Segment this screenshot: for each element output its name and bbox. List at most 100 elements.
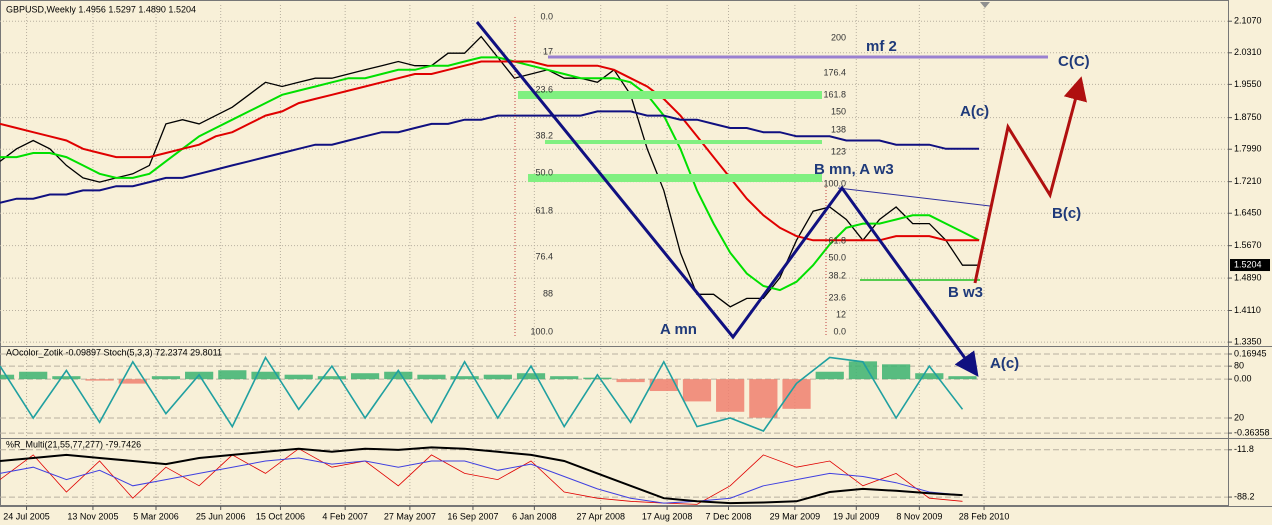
fib-band [518, 91, 822, 99]
x-tick-label: 13 Nov 2005 [67, 511, 118, 521]
y-tick-label: -11.8 [1234, 444, 1254, 454]
histogram-bar [284, 374, 313, 380]
series-line [0, 457, 963, 504]
plot-frame [0, 0, 1229, 506]
histogram-bar [948, 376, 977, 380]
histogram-bar [52, 376, 81, 380]
y-tick-label: 1.4890 [1234, 272, 1262, 282]
x-tick-label: 5 Mar 2006 [133, 511, 179, 521]
x-tick-label: 27 May 2007 [384, 511, 436, 521]
histogram-bar [384, 371, 413, 380]
x-tick-label: 7 Dec 2008 [705, 511, 751, 521]
annotation: B mn, A w3 [814, 161, 894, 178]
histogram-bar [882, 364, 911, 380]
histogram-bar [649, 379, 678, 392]
annotation: C(C) [1058, 53, 1090, 70]
y-tick-label: 0.00 [1234, 374, 1252, 384]
histogram-bar [848, 361, 878, 380]
histogram-bar [915, 373, 944, 380]
fib-label: 23.6 [828, 292, 846, 302]
fib-label: 176.4 [823, 67, 846, 77]
fib-label: 61.8 [828, 235, 846, 245]
series-line [0, 56, 980, 292]
fib-band [528, 174, 822, 182]
pane-title: GBPUSD,Weekly 1.4956 1.5297 1.4890 1.520… [6, 4, 196, 14]
fib-label: 50.0 [535, 167, 553, 177]
fib-label: 38.2 [828, 270, 846, 280]
pane-title: %R_Multi(21,55,77,277) -79.7426 [6, 439, 141, 449]
histogram-bar [616, 379, 645, 383]
annotation: B w3 [948, 284, 983, 301]
x-tick-label: 17 Aug 2008 [642, 511, 693, 521]
histogram-bar [151, 376, 181, 380]
histogram-bar [583, 377, 612, 380]
series-line [0, 448, 963, 505]
fib-label: 0.0 [540, 11, 553, 21]
fib-label: 200 [831, 32, 846, 42]
histogram-bar [251, 371, 280, 380]
series-line [0, 355, 964, 432]
y-tick-label: 1.7210 [1234, 176, 1262, 186]
x-tick-label: 25 Jun 2006 [196, 511, 246, 521]
x-tick-label: 6 Jan 2008 [512, 511, 557, 521]
fib-label: 0.0 [833, 326, 846, 336]
series-line [0, 35, 980, 308]
drawings [475, 2, 1087, 377]
x-tick-label: 4 Feb 2007 [322, 511, 368, 521]
series-line [0, 60, 980, 242]
x-tick-label: 16 Sep 2007 [447, 511, 498, 521]
fib-label: 100.0 [823, 178, 846, 188]
fib-label: 161.8 [823, 89, 846, 99]
y-tick-label: 0.16945 [1234, 348, 1267, 358]
histogram-bar [118, 379, 147, 384]
fib-label: 61.8 [535, 205, 553, 215]
y-tick-label: 2.0310 [1234, 47, 1262, 57]
shift-marker [980, 2, 990, 8]
trend-line [837, 187, 991, 207]
y-tick-label: -0.36358 [1234, 427, 1270, 437]
histogram-bar [85, 379, 114, 381]
y-tick-label: -88.2 [1234, 491, 1255, 501]
projection-line [973, 76, 1087, 284]
fib-label: 150 [831, 106, 846, 116]
histogram-bar [350, 373, 380, 380]
histogram-bar [682, 379, 712, 402]
y-tick-label: 1.9550 [1234, 79, 1262, 89]
histogram-bar [417, 374, 446, 380]
x-tick-label: 28 Feb 2010 [959, 511, 1010, 521]
series-line [0, 110, 980, 204]
labels: 2.1070 2.0310 1.9550 1.8750 1.7990 1.7210 1.64… [3, 4, 1269, 521]
fib-label: 38.2 [535, 130, 553, 140]
histogram-bar [483, 374, 512, 380]
histogram-bar [815, 371, 844, 380]
histogram-bar [516, 373, 546, 380]
y-tick-label: 1.6450 [1234, 208, 1262, 218]
fib-band [545, 140, 822, 144]
annotation: mf 2 [866, 38, 897, 55]
y-tick-label: 80 [1234, 361, 1244, 371]
pane-title: AOcolor_Zotik -0.09897 Stoch(5,3,3) 72.2… [6, 347, 222, 357]
annotation: B(c) [1052, 205, 1081, 222]
annotation: A mn [660, 321, 697, 338]
x-tick-label: 24 Jul 2005 [3, 511, 50, 521]
histogram-bar [716, 379, 745, 412]
y-tick-label: 1.4110 [1234, 305, 1261, 315]
fib-label: 17 [543, 46, 553, 56]
x-tick-label: 15 Oct 2006 [256, 511, 305, 521]
histogram-bar [749, 379, 778, 418]
y-tick-label: 2.1070 [1234, 16, 1262, 26]
histogram-bar [19, 371, 48, 380]
fib-label: 50.0 [828, 252, 846, 262]
y-tick-label: 1.7990 [1234, 144, 1262, 154]
histogram-bar [450, 376, 479, 380]
fib-label: 100.0 [530, 326, 553, 336]
last-price-box [1230, 259, 1270, 272]
annotation: A(c) [960, 103, 989, 120]
plot-area [0, 0, 1272, 510]
fib-label: 88 [543, 288, 553, 298]
fib-label: 123 [831, 146, 846, 156]
fib-label: 138 [831, 124, 846, 134]
fib-label: 76.4 [535, 251, 553, 261]
